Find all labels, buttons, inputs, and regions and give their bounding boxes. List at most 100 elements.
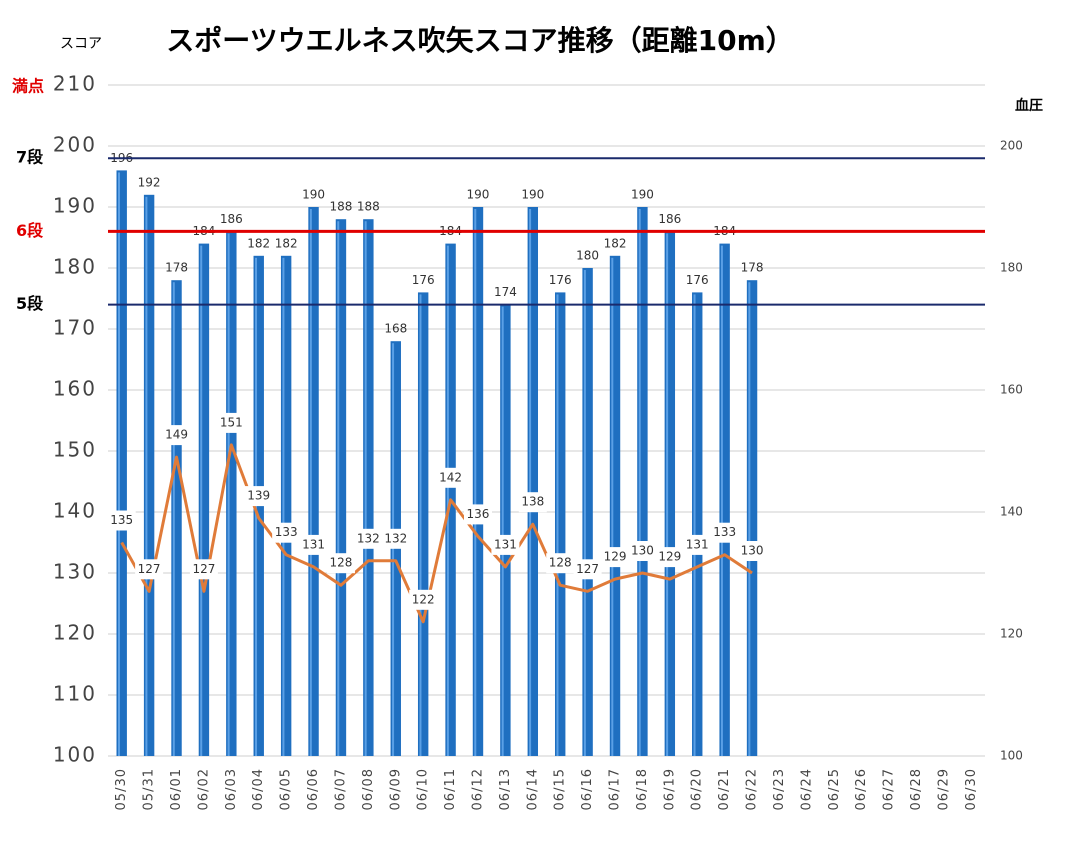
line-value-label: 135 bbox=[110, 513, 133, 527]
line-label-box bbox=[436, 467, 465, 488]
bar-highlight bbox=[611, 257, 614, 756]
line-label-box bbox=[217, 412, 246, 433]
bar bbox=[692, 292, 703, 756]
line-value-label: 129 bbox=[658, 550, 681, 564]
line-value-label: 131 bbox=[494, 537, 517, 551]
line-label-box bbox=[491, 534, 520, 555]
x-tick-label: 06/24 bbox=[799, 768, 814, 810]
bar-value-label: 190 bbox=[631, 188, 654, 202]
x-tick-label: 06/06 bbox=[306, 768, 321, 810]
y2-axis-label: 血圧 bbox=[1015, 97, 1043, 114]
line-label-box bbox=[601, 547, 630, 568]
x-tick-label: 06/13 bbox=[498, 768, 513, 810]
line-label-box bbox=[326, 553, 355, 574]
y-tick-label: 100 bbox=[53, 743, 97, 767]
bar-highlight bbox=[227, 233, 230, 756]
line-value-label: 139 bbox=[247, 489, 270, 503]
bar-value-label: 180 bbox=[576, 249, 599, 263]
y-axis-label: スコア bbox=[60, 36, 102, 52]
line-value-label: 136 bbox=[467, 507, 490, 521]
y-tick-label: 130 bbox=[53, 560, 97, 584]
line-value-label: 149 bbox=[165, 428, 188, 442]
line-label-box bbox=[135, 559, 164, 580]
bar bbox=[719, 243, 730, 757]
x-tick-label: 06/27 bbox=[882, 768, 897, 810]
bar-value-label: 192 bbox=[138, 175, 161, 189]
line-value-label: 127 bbox=[138, 562, 161, 576]
bar bbox=[363, 219, 374, 756]
bar-highlight bbox=[720, 245, 723, 756]
bar-value-label: 176 bbox=[686, 273, 709, 287]
line-label-box bbox=[655, 547, 684, 568]
bar-value-label: 188 bbox=[330, 200, 353, 214]
y2-tick-label: 180 bbox=[1000, 261, 1023, 275]
x-tick-label: 06/11 bbox=[443, 768, 458, 810]
x-tick-label: 06/30 bbox=[964, 768, 979, 810]
bar bbox=[472, 207, 484, 756]
x-tick-label: 06/03 bbox=[224, 768, 239, 810]
bar bbox=[746, 280, 758, 756]
y-tick-label: 140 bbox=[53, 499, 97, 523]
y-tick-label: 150 bbox=[53, 438, 97, 462]
x-tick-label: 06/10 bbox=[416, 768, 431, 810]
bar bbox=[116, 170, 127, 756]
x-tick-label: 06/19 bbox=[662, 768, 677, 810]
y-tick-label: 200 bbox=[53, 133, 97, 157]
y-tick-label: 110 bbox=[53, 682, 97, 706]
bar-highlight bbox=[748, 282, 751, 756]
bar-value-label: 182 bbox=[604, 236, 627, 250]
x-tick-label: 06/15 bbox=[553, 768, 568, 810]
line-value-label: 122 bbox=[412, 592, 435, 606]
y-tick-label: 170 bbox=[53, 316, 97, 340]
bar-highlight bbox=[309, 209, 312, 756]
bar-highlight bbox=[392, 343, 395, 756]
bar-highlight bbox=[638, 209, 641, 756]
bar-highlight bbox=[666, 233, 669, 756]
line-value-label: 130 bbox=[631, 544, 654, 558]
line-value-label: 138 bbox=[521, 495, 544, 509]
line-value-label: 151 bbox=[220, 415, 243, 429]
bar-highlight bbox=[583, 270, 586, 756]
bar-value-label: 176 bbox=[412, 273, 435, 287]
line-value-label: 131 bbox=[686, 537, 709, 551]
bar-value-label: 174 bbox=[494, 285, 517, 299]
bar-value-label: 190 bbox=[521, 188, 544, 202]
line-label-box bbox=[710, 522, 739, 543]
x-tick-label: 06/26 bbox=[854, 768, 869, 810]
line-label-box bbox=[546, 553, 575, 574]
y2-tick-label: 160 bbox=[1000, 383, 1023, 397]
line-label-box bbox=[162, 425, 191, 446]
bar-value-label: 176 bbox=[549, 273, 572, 287]
x-tick-label: 06/02 bbox=[196, 768, 211, 810]
reference-label: 7段 bbox=[16, 148, 44, 167]
bar-highlight bbox=[529, 209, 532, 756]
y-tick-label: 190 bbox=[53, 194, 97, 218]
line-label-box bbox=[354, 528, 383, 549]
bar bbox=[226, 231, 237, 756]
line-label-box bbox=[272, 522, 301, 543]
x-tick-label: 06/21 bbox=[717, 768, 732, 810]
line-label-box bbox=[628, 541, 657, 561]
line-label-box bbox=[381, 528, 410, 549]
x-tick-label: 06/23 bbox=[772, 768, 787, 810]
line bbox=[120, 443, 753, 624]
bar bbox=[609, 255, 621, 757]
bar-value-label: 182 bbox=[247, 236, 270, 250]
x-tick-label: 06/17 bbox=[608, 768, 623, 810]
bar bbox=[171, 280, 182, 756]
line-value-label: 132 bbox=[357, 531, 380, 545]
line-label-box bbox=[738, 541, 767, 561]
x-tick-label: 06/12 bbox=[470, 768, 485, 810]
bar-highlight bbox=[282, 257, 285, 756]
bar-highlight bbox=[556, 294, 559, 756]
x-tick-label: 06/04 bbox=[251, 768, 266, 810]
bar-value-label: 190 bbox=[302, 188, 325, 202]
line-value-label: 130 bbox=[741, 544, 764, 558]
bar bbox=[500, 304, 511, 756]
line-value-label: 133 bbox=[713, 525, 736, 539]
x-tick-label: 06/20 bbox=[690, 768, 705, 810]
bar-value-label: 190 bbox=[467, 188, 490, 202]
x-tick-label: 06/08 bbox=[361, 768, 376, 810]
bar bbox=[198, 243, 210, 757]
